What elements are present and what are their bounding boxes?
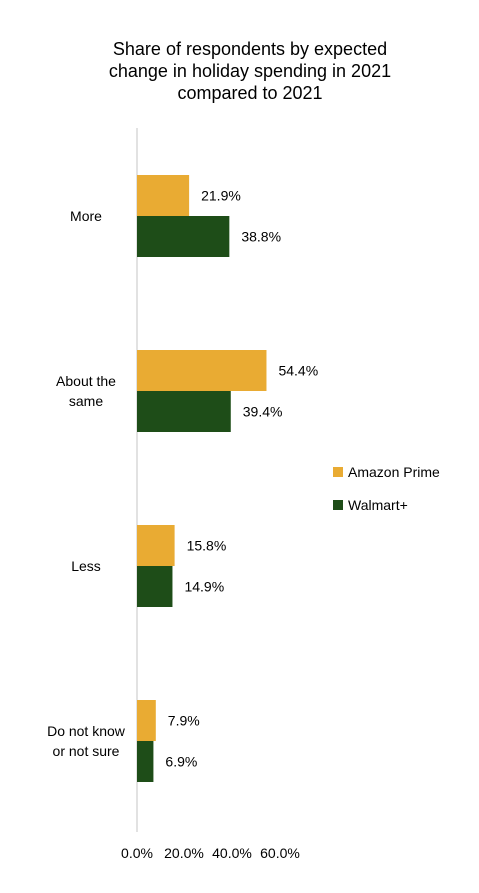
x-tick-label: 0.0% xyxy=(121,845,153,861)
bar-amazon-prime-0 xyxy=(137,175,190,216)
bar-walmart--0 xyxy=(137,216,230,257)
bar-walmart--3 xyxy=(137,741,154,782)
data-label: 7.9% xyxy=(168,713,200,729)
category-label: About the xyxy=(56,373,116,389)
data-label: 14.9% xyxy=(184,579,224,595)
chart-title-line: compared to 2021 xyxy=(177,83,323,103)
data-label: 39.4% xyxy=(243,404,283,420)
bar-amazon-prime-2 xyxy=(137,525,175,566)
legend-swatch-walmart- xyxy=(333,500,343,510)
legend-swatch-amazon-prime xyxy=(333,467,343,477)
category-label: same xyxy=(69,393,103,409)
data-label: 15.8% xyxy=(187,538,227,554)
chart-title-line: Share of respondents by expected xyxy=(112,39,388,59)
chart-title-line: change in holiday spending in 2021 xyxy=(108,61,392,81)
bar-walmart--2 xyxy=(137,566,173,607)
bar-walmart--1 xyxy=(137,391,231,432)
data-label: 21.9% xyxy=(201,188,241,204)
bar-amazon-prime-3 xyxy=(137,700,156,741)
category-label: Do not know xyxy=(47,723,126,739)
chart-title: Share of respondents by expected change … xyxy=(40,38,460,104)
data-label: 6.9% xyxy=(165,754,197,770)
x-tick-label: 40.0% xyxy=(212,845,252,861)
data-label: 38.8% xyxy=(241,229,281,245)
data-label: 54.4% xyxy=(278,363,318,379)
legend-label: Amazon Prime xyxy=(348,464,440,480)
x-tick-label: 20.0% xyxy=(164,845,204,861)
legend-label: Walmart+ xyxy=(348,497,408,513)
x-tick-label: 60.0% xyxy=(260,845,300,861)
bar-amazon-prime-1 xyxy=(137,350,267,391)
category-label: More xyxy=(70,208,102,224)
category-label: Less xyxy=(71,558,101,574)
category-label: or not sure xyxy=(53,743,120,759)
